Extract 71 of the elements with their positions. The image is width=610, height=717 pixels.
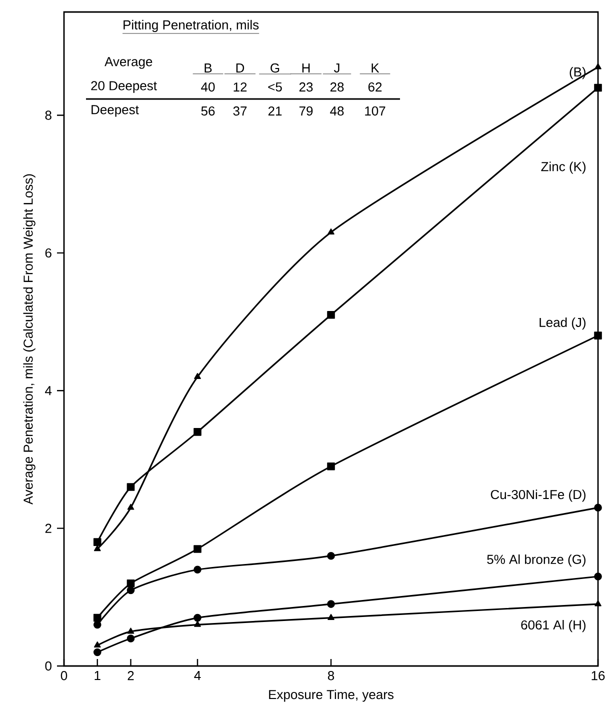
point — [328, 614, 334, 620]
point — [327, 600, 335, 608]
point — [126, 579, 135, 588]
x-tick-label: 4 — [194, 671, 201, 680]
annotation: 40 — [201, 82, 215, 92]
annotation: 62 — [368, 82, 382, 92]
series-label: 5% Al bronze (G) — [487, 554, 586, 567]
x-tick-label: 8 — [328, 671, 334, 680]
annotation: G — [270, 63, 280, 73]
annotation: 107 — [365, 106, 386, 116]
point — [194, 566, 202, 574]
point — [194, 614, 202, 622]
annotation: B — [204, 64, 212, 72]
annotation: 48 — [330, 106, 344, 116]
x-axis-title: Exposure Time, years — [269, 690, 394, 702]
annotation: 79 — [299, 106, 313, 116]
point — [327, 311, 335, 319]
point — [126, 586, 135, 594]
point — [328, 228, 334, 234]
series-label: Zinc (K) — [541, 162, 586, 174]
annotation: 12 — [234, 82, 247, 92]
point — [126, 483, 135, 491]
x-tick-label: 1 — [94, 671, 100, 680]
point — [93, 648, 102, 656]
point — [93, 620, 102, 629]
annotation: 37 — [233, 106, 247, 116]
y-tick-label: 0 — [45, 661, 52, 671]
annotation: 21 — [268, 106, 282, 116]
annotation: 23 — [299, 82, 313, 92]
annotation: 20 Deepest — [91, 81, 157, 93]
annotation: Deepest — [92, 105, 139, 117]
point — [594, 63, 602, 70]
point — [194, 428, 202, 436]
point — [594, 332, 602, 340]
point — [594, 504, 602, 512]
annotation: <5 — [268, 82, 282, 92]
point — [94, 641, 101, 648]
x-tick-label: 0 — [60, 671, 68, 680]
series-label: Lead (J) — [540, 317, 586, 330]
point — [127, 504, 134, 510]
x-tick-label: 2 — [128, 671, 134, 680]
x-tick-label: 16 — [592, 671, 605, 680]
y-axis-title: Average Penetration, mils (Calculated From Weight Loss) — [23, 174, 36, 505]
y-tick-label: 4 — [45, 386, 52, 396]
annotation: H — [302, 64, 310, 72]
y-tick-label: 8 — [45, 110, 52, 120]
series-label: (B) — [570, 67, 586, 80]
point — [194, 372, 201, 380]
annotation: J — [334, 63, 340, 73]
series-label: Cu-30Ni-1Fe (D) — [490, 490, 586, 502]
point — [594, 572, 602, 580]
point — [594, 600, 602, 606]
point — [194, 620, 201, 627]
annotation: 56 — [201, 106, 215, 116]
point — [194, 545, 202, 553]
y-tick-label: 2 — [45, 524, 52, 533]
series-label: 6061 Al (H) — [521, 620, 586, 632]
point — [93, 538, 102, 546]
annotation: Average — [104, 57, 152, 69]
point — [126, 634, 135, 642]
point — [93, 614, 102, 622]
annotation: Pitting Penetration, mils — [124, 20, 259, 32]
point — [327, 552, 335, 560]
point — [327, 462, 335, 470]
point — [127, 628, 134, 634]
point — [594, 84, 602, 92]
annotation: 28 — [330, 82, 344, 92]
annotation: K — [372, 64, 380, 72]
point — [94, 545, 101, 552]
annotation: D — [236, 64, 244, 72]
y-tick-label: 6 — [45, 248, 52, 258]
